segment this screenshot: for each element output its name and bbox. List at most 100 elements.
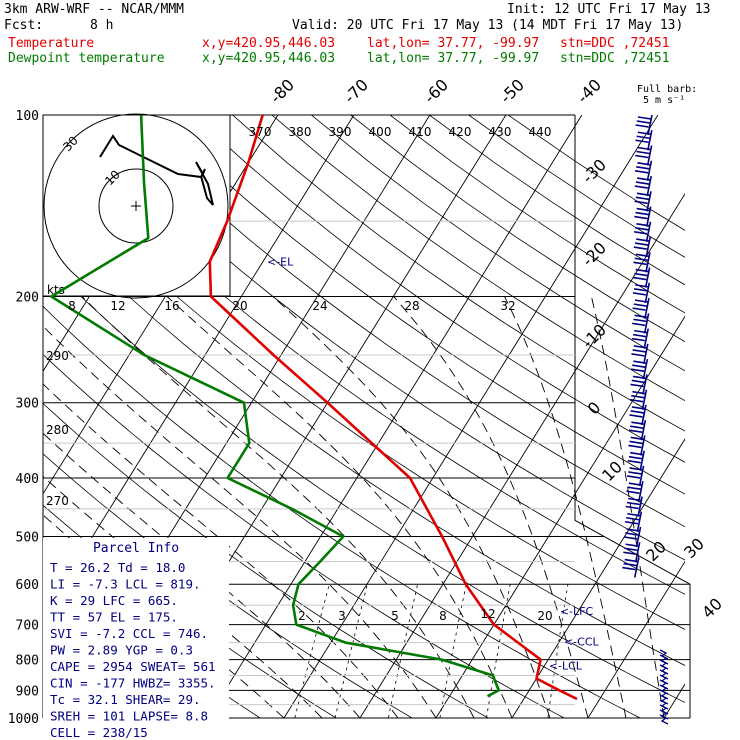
mixing-ratio-label: 8 <box>439 609 447 623</box>
dry-adiabat-line <box>192 115 685 463</box>
wind-barb-flag <box>637 161 651 166</box>
wind-barb-flag <box>636 238 650 242</box>
wind-barb-flag <box>636 120 650 124</box>
level-marker-label: <-EL <box>267 256 294 269</box>
wind-barb-flag <box>630 410 644 414</box>
wind-barb-flag <box>629 467 643 471</box>
wind-barb-flag <box>631 337 645 342</box>
dry-adiabat-label: 280 <box>46 423 69 437</box>
wind-barb-flag <box>634 185 648 189</box>
wind-barb-flag <box>636 135 650 140</box>
moist-adiabat-line <box>393 296 589 718</box>
dewpoint-latlon: lat,lon= 37.77, -99.97 <box>367 51 540 66</box>
wind-barb-flag <box>625 543 639 548</box>
wind-barb-shaft <box>647 130 653 151</box>
wind-barb-flag <box>627 486 641 491</box>
wind-barb-flag <box>631 421 645 425</box>
wind-barb-flag <box>626 501 641 506</box>
wind-barb-flag <box>627 512 641 517</box>
wind-barb-low <box>659 714 669 725</box>
theta-label: 420 <box>449 125 472 139</box>
wind-barb-flag <box>632 292 647 296</box>
wind-barb-flag <box>637 146 651 151</box>
parcel-info-row: K = 29 LFC = 665. <box>50 593 178 608</box>
forecast-hour: 8 h <box>90 18 114 33</box>
wind-barb-shaft <box>646 191 652 212</box>
wind-barb-flag <box>636 207 650 212</box>
dewpoint-profile <box>49 114 501 698</box>
isotherm-label: -80 <box>266 75 298 107</box>
mixing-ratio-line <box>486 584 511 718</box>
wind-barb-shaft <box>635 526 642 548</box>
wind-barb-flag <box>637 177 651 181</box>
wind-barb-flag <box>628 455 643 460</box>
parcel-info-title: Parcel Info <box>93 541 179 556</box>
wind-barb-flag <box>635 154 649 159</box>
diagram-right-border <box>574 115 691 718</box>
wind-barb-flag <box>632 375 647 380</box>
theta-label: 390 <box>329 125 352 139</box>
pressure-tick-label: 600 <box>16 578 39 593</box>
isotherm-line <box>207 115 583 718</box>
wind-barb-flag <box>634 242 649 246</box>
wind-barb-flag <box>634 200 648 205</box>
isotherm-line <box>359 192 685 718</box>
wind-barb-flag <box>633 288 648 292</box>
wind-barb-flag <box>624 520 639 525</box>
pressure-tick-label: 900 <box>16 684 39 699</box>
wind-barb-shaft <box>641 404 647 426</box>
hodograph-speed-label: 16 <box>164 299 179 313</box>
wind-barb-flag <box>626 490 640 495</box>
wind-barb-flag <box>625 505 639 510</box>
wind-barb-flag <box>625 532 639 536</box>
wind-barb-shaft <box>643 328 650 349</box>
hodograph-speed-label: 20 <box>232 299 247 313</box>
wind-barb-flag <box>636 192 651 197</box>
isotherm-line <box>283 115 659 718</box>
wind-barb-flag <box>634 272 648 277</box>
isotherm-label: 20 <box>642 537 670 565</box>
parcel-info-row: PW = 2.89 YGP = 0.3 <box>50 643 193 658</box>
hodograph-trace <box>99 134 214 206</box>
dry-adiabat-label: 270 <box>46 494 69 508</box>
wind-barb-flag <box>629 398 644 403</box>
dry-adiabat-line <box>271 115 685 402</box>
wind-barb-flag <box>629 440 643 445</box>
full-barb-label: Full barb: <box>637 84 698 95</box>
wind-barb-flag <box>633 318 647 323</box>
wind-barb-flag <box>628 429 643 433</box>
dewpoint-legend: Dewpoint temperature <box>8 51 165 66</box>
wind-barb-flag <box>622 566 636 571</box>
isotherm-label: -10 <box>578 320 610 352</box>
moist-adiabat-line <box>272 296 551 718</box>
wind-barb-flag <box>634 257 648 262</box>
isotherm-line <box>435 315 685 718</box>
parcel-info-row: Tc = 32.1 SHEAR= 29. <box>50 692 201 707</box>
hodograph-ring <box>43 113 229 299</box>
wind-barb-flag <box>634 329 648 334</box>
level-marker-label: <-CCL <box>564 635 600 648</box>
wind-barb-flag <box>633 360 647 364</box>
pressure-tick-label: 400 <box>16 472 39 487</box>
wind-barb-flag <box>630 383 644 388</box>
wind-barb-flag <box>624 558 638 563</box>
wind-barb-flag <box>632 307 646 311</box>
parcel-info-row: LI = -7.3 LCL = 819. <box>50 577 201 592</box>
pressure-tick-label: 700 <box>16 619 39 634</box>
dewpoint-station: stn=DDC ,72451 <box>560 51 670 66</box>
mixing-ratio-label: 12 <box>480 607 495 621</box>
wind-barb-flag <box>631 394 645 399</box>
wind-barb-flag <box>635 181 650 185</box>
wind-barb-flag <box>636 165 650 170</box>
mixing-ratio-label: 3 <box>338 609 346 623</box>
wind-barb-flag <box>626 528 640 532</box>
wind-barb-flag <box>628 497 642 502</box>
wind-barb-flag <box>626 516 640 521</box>
mixing-ratio-label: 2 <box>298 609 306 623</box>
wind-barb-flag <box>633 345 647 349</box>
theta-label: 380 <box>289 125 312 139</box>
parcel-info-row: SVI = -7.2 CCL = 746. <box>50 626 208 641</box>
hodograph-units: kts <box>47 283 65 297</box>
isotherm-line <box>511 438 685 718</box>
pressure-tick-label: 800 <box>16 654 39 669</box>
